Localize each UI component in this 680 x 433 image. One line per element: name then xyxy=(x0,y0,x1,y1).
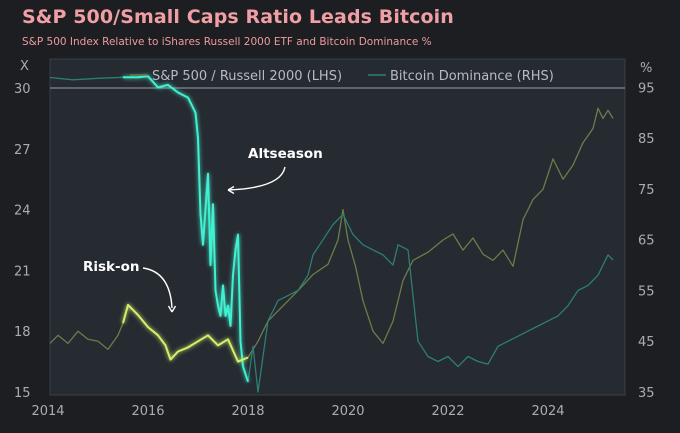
annotation-altseason-arrowhead xyxy=(227,185,235,195)
annotation-risk-on: Risk-on xyxy=(83,259,140,275)
annotation-risk-on-arrow xyxy=(142,267,173,309)
left-tick-label: 18 xyxy=(14,325,31,340)
chart-subtitle: S&P 500 Index Relative to iShares Russel… xyxy=(22,36,432,48)
left-tick-label: 15 xyxy=(14,386,31,401)
x-tick-label: 2022 xyxy=(431,404,464,419)
right-tick-label: 55 xyxy=(638,284,655,299)
left-tick-label: 27 xyxy=(14,143,31,158)
chart-title: S&P 500/Small Caps Ratio Leads Bitcoin xyxy=(22,6,454,28)
right-tick-label: 65 xyxy=(638,234,655,249)
plot-background xyxy=(49,58,626,396)
x-tick-label: 2014 xyxy=(31,404,64,419)
annotation-risk-on-arrowhead xyxy=(167,305,177,313)
left-tick-label: 30 xyxy=(14,82,31,97)
right-tick-label: 35 xyxy=(638,386,655,401)
annotation-altseason-arrow xyxy=(227,166,286,191)
left-tick-label: 21 xyxy=(14,264,31,279)
left-tick-label: 24 xyxy=(14,204,31,219)
x-tick-label: 2024 xyxy=(531,404,564,419)
x-tick-label: 2020 xyxy=(331,404,364,419)
right-tick-label: 95 xyxy=(638,81,655,96)
x-tick-label: 2016 xyxy=(131,404,164,419)
right-tick-label: 45 xyxy=(638,335,655,350)
x-tick-label: 2018 xyxy=(231,404,264,419)
annotation-altseason: Altseason xyxy=(248,146,323,162)
series-ratio-highlight xyxy=(122,303,249,363)
right-tick-label: 75 xyxy=(638,183,655,198)
legend-ratio-label: S&P 500 / Russell 2000 (LHS) xyxy=(152,69,342,84)
left-axis-unit: X xyxy=(20,59,29,74)
right-tick-label: 85 xyxy=(638,132,655,147)
legend-dominance-label: Bitcoin Dominance (RHS) xyxy=(390,69,554,84)
series-dominance-highlight xyxy=(123,75,249,383)
right-axis-unit: % xyxy=(640,61,652,76)
